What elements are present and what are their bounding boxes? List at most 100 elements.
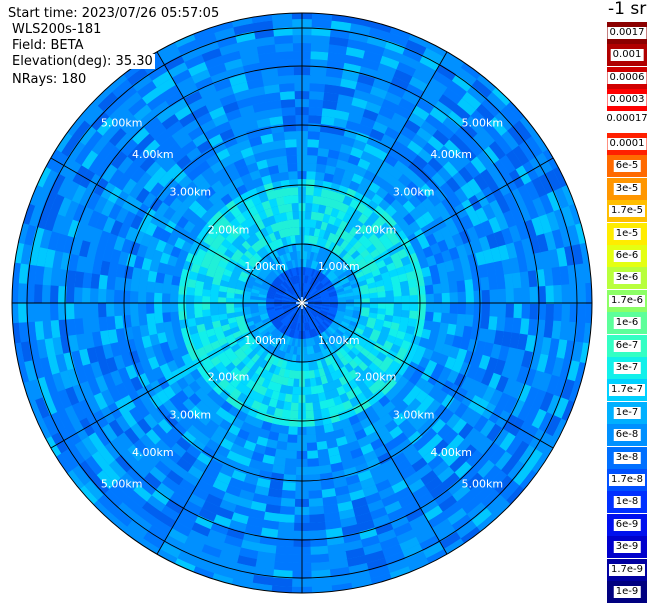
range-gate-cell [499, 154, 517, 175]
range-gate-cell [140, 232, 153, 247]
range-gate-cell [82, 362, 96, 381]
range-gate-cell [307, 131, 321, 140]
range-gate-cell [396, 61, 417, 77]
range-gate-cell [267, 310, 276, 316]
range-gate-cell [481, 386, 496, 404]
range-gate-cell [408, 514, 428, 530]
range-gate-cell [442, 501, 463, 520]
range-gate-cell [348, 369, 359, 380]
range-gate-cell [366, 35, 389, 49]
range-gate-cell [363, 217, 375, 229]
range-gate-cell [205, 328, 216, 338]
colorbar-level-label: 1.7e-7 [608, 384, 646, 397]
range-gate-cell [384, 91, 403, 106]
range-gate-cell [440, 394, 455, 410]
range-gate-cell [270, 585, 293, 593]
range-gate-cell [489, 289, 499, 304]
range-gate-cell [247, 508, 266, 520]
range-gate-cell [215, 506, 234, 520]
range-gate-cell [148, 444, 166, 461]
range-gate-cell [365, 277, 376, 285]
range-gate-cell [480, 315, 490, 330]
range-gate-cell [384, 40, 407, 55]
range-gate-cell [193, 255, 204, 267]
range-gate-cell [307, 243, 313, 252]
range-gate-cell [393, 296, 403, 304]
range-gate-cell [466, 364, 479, 381]
range-gate-cell [204, 55, 226, 70]
range-gate-cell [392, 413, 407, 427]
range-gate-cell [345, 120, 361, 132]
range-gate-cell [496, 316, 506, 333]
range-gate-cell [268, 398, 278, 408]
range-gate-cell [258, 310, 268, 316]
range-gate-cell [548, 338, 560, 359]
range-gate-cell [561, 379, 575, 402]
range-gate-cell [194, 514, 214, 530]
range-gate-cell [74, 144, 93, 166]
range-gate-cell [432, 439, 449, 456]
range-gate-cell [327, 551, 348, 562]
range-gate-cell [292, 378, 300, 387]
range-gate-cell [137, 302, 147, 315]
range-gate-cell [393, 180, 407, 194]
range-gate-cell [305, 300, 314, 303]
range-gate-cell [319, 289, 328, 295]
range-gate-cell [188, 325, 199, 335]
range-gate-cell [377, 63, 398, 78]
range-gate-cell [328, 310, 337, 316]
range-gate-cell [263, 446, 277, 457]
range-gate-cell [454, 127, 473, 146]
colorbar-cell: 6e-5 [607, 155, 647, 178]
range-gate-cell [351, 17, 374, 28]
range-gate-cell [513, 303, 522, 320]
range-gate-cell [255, 356, 264, 366]
range-gate-cell [344, 54, 364, 67]
range-gate-cell [559, 321, 570, 342]
range-gate-cell [272, 257, 281, 267]
range-gate-cell [84, 256, 95, 274]
range-gate-cell [138, 477, 157, 496]
range-gate-cell [151, 343, 163, 357]
range-gate-cell [209, 521, 230, 536]
range-gate-cell [310, 585, 333, 593]
range-gate-cell [71, 237, 84, 256]
range-gate-cell [187, 493, 206, 508]
range-gate-cell [74, 439, 92, 461]
range-gate-cell [433, 404, 448, 420]
range-gate-cell [232, 176, 245, 189]
range-gate-cell [482, 249, 494, 265]
range-gate-cell [163, 413, 179, 428]
range-gate-cell [319, 131, 333, 142]
range-gate-cell [366, 431, 380, 444]
range-gate-cell [498, 432, 516, 452]
range-gate-cell [18, 282, 27, 303]
colorbar-level-label: 6e-7 [613, 339, 641, 352]
range-gate-cell [335, 436, 348, 447]
range-gate-cell [228, 519, 247, 532]
range-gate-cell [139, 324, 150, 338]
range-gate-cell [315, 433, 327, 443]
range-gate-cell [266, 274, 275, 282]
range-gate-cell [239, 46, 260, 59]
range-gate-cell [163, 273, 173, 285]
range-gate-cell [312, 328, 318, 337]
range-gate-cell [307, 474, 321, 483]
range-gate-cell [171, 126, 189, 143]
range-gate-cell [250, 362, 260, 373]
range-gate-cell [441, 303, 450, 314]
range-gate-cell [230, 343, 241, 353]
range-gate-cell [369, 573, 392, 585]
elevation-label: Elevation(deg): 35.30 [12, 54, 155, 69]
colorbar-level-label: 0.001 [610, 49, 644, 62]
range-gate-cell [425, 359, 438, 373]
range-gate-cell [291, 570, 312, 579]
range-gate-cell [323, 92, 340, 103]
range-gate-cell [216, 34, 239, 49]
range-gate-cell [179, 318, 189, 329]
range-gate-cell [247, 259, 257, 268]
range-gate-cell [284, 458, 297, 467]
range-gate-cell [230, 150, 245, 163]
range-gate-cell [477, 127, 496, 147]
range-gate-cell [176, 188, 191, 203]
